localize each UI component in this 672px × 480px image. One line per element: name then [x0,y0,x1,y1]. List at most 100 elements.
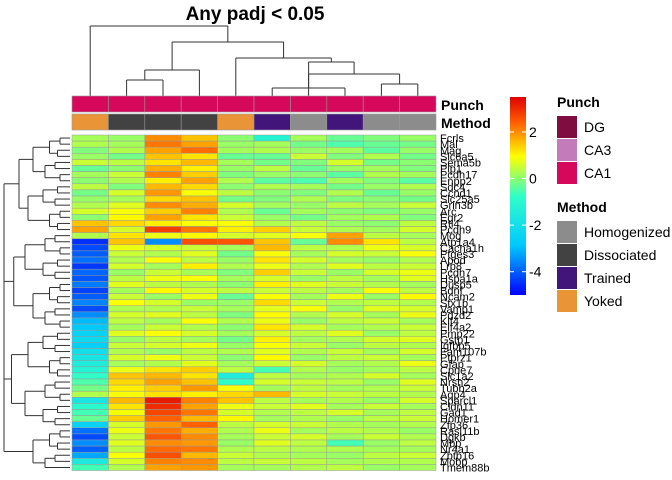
row-label: Nr4a1 [440,444,470,456]
heatmap-cell [217,268,255,276]
annotation-cell-punch [290,95,328,113]
heatmap-cell [326,207,364,215]
heatmap-cell [326,360,364,368]
heatmap-cell [108,445,146,453]
heatmap-cell [144,439,182,447]
heatmap-cell [217,159,255,166]
heatmap-cell [253,317,291,325]
heatmap-cell [290,214,328,221]
heatmap-cell [399,189,437,197]
heatmap-cell [290,201,328,209]
heatmap-cell [253,220,291,227]
row-label: Slc25a5 [440,194,480,206]
heatmap-cell [399,195,437,203]
row-label: Slc1a2 [440,371,474,383]
heatmap-cell [108,458,146,465]
heatmap-cell [362,323,400,331]
heatmap-cell [290,421,328,429]
heatmap-cell [253,348,291,355]
legend-swatch [557,162,577,184]
heatmap-cell [217,171,255,178]
heatmap-cell [217,409,255,416]
legend-label: Yoked [584,293,622,309]
heatmap-cell [362,159,400,166]
heatmap-cell [144,311,182,319]
heatmap-cell [253,305,291,313]
heatmap-cell [362,439,400,447]
heatmap-cell [290,226,328,233]
heatmap-cell [326,171,364,178]
heatmap-cell [290,195,328,203]
row-label: Cacna1h [440,243,484,255]
heatmap-cell [326,397,364,404]
heatmap-cell [144,165,182,172]
heatmap-cell [326,299,364,307]
heatmap-cell [144,159,182,166]
heatmap-cell [362,427,400,435]
heatmap-cell [144,220,182,227]
heatmap-cell [180,421,218,429]
heatmap-cell [108,299,146,307]
heatmap-cell [290,232,328,239]
annotation-cell-method [108,113,146,131]
heatmap-cell [290,281,328,288]
heatmap-cell [253,366,291,374]
heatmap-cell [108,256,146,264]
heatmap-cell [253,244,291,252]
heatmap-cell [290,275,328,282]
heatmap-cell [326,433,364,441]
heatmap-cell [253,378,291,386]
heatmap-cell [108,268,146,276]
annotation-cell-punch [71,95,109,113]
heatmap-cell [290,250,328,258]
heatmap-cell [253,415,291,422]
heatmap-cell [71,232,109,239]
heatmap-cell [362,299,400,307]
heatmap-cell [362,390,400,398]
heatmap-cell [144,348,182,355]
heatmap-cell [326,195,364,203]
heatmap-cell [144,250,182,258]
heatmap-cell [144,464,182,471]
heatmap-cell [290,390,328,398]
heatmap-cell [108,195,146,203]
heatmap-cell [217,360,255,368]
heatmap-cell [399,403,437,410]
heatmap-cell [362,195,400,203]
heatmap-cell [180,433,218,441]
heatmap-cell [290,360,328,368]
heatmap-cell [362,317,400,325]
heatmap-cell [180,372,218,380]
row-label: Fcrls [440,133,464,145]
heatmap-cell [399,275,437,282]
heatmap-cell [71,329,109,337]
row-label: Igfbp5 [440,340,471,352]
row-label: Stx1b [440,298,468,310]
row-label: Pcdh9 [440,225,471,237]
heatmap-cell [217,287,255,294]
heatmap-cell [362,134,400,142]
heatmap-cell [144,458,182,465]
heatmap-cell [362,348,400,355]
heatmap-cell [399,311,437,319]
heatmap-cell [399,299,437,307]
heatmap-cell [217,232,255,239]
heatmap-cell [362,201,400,209]
heatmap-cell [217,403,255,410]
heatmap-cell [217,421,255,429]
legend-label: Trained [584,270,631,286]
legend-swatch [557,244,577,266]
heatmap-cell [362,458,400,465]
row-label: Eif4a2 [440,322,471,334]
heatmap-cell [253,458,291,465]
heatmap-cell [253,427,291,435]
heatmap-cell [144,183,182,191]
heatmap-cell [144,451,182,459]
heatmap-cell [326,165,364,172]
heatmap-cell [290,354,328,361]
heatmap-cell [108,415,146,422]
row-label: Egr2 [440,212,463,224]
heatmap-cell [290,409,328,416]
row-label: Plp1 [440,164,462,176]
heatmap-cell [108,403,146,410]
